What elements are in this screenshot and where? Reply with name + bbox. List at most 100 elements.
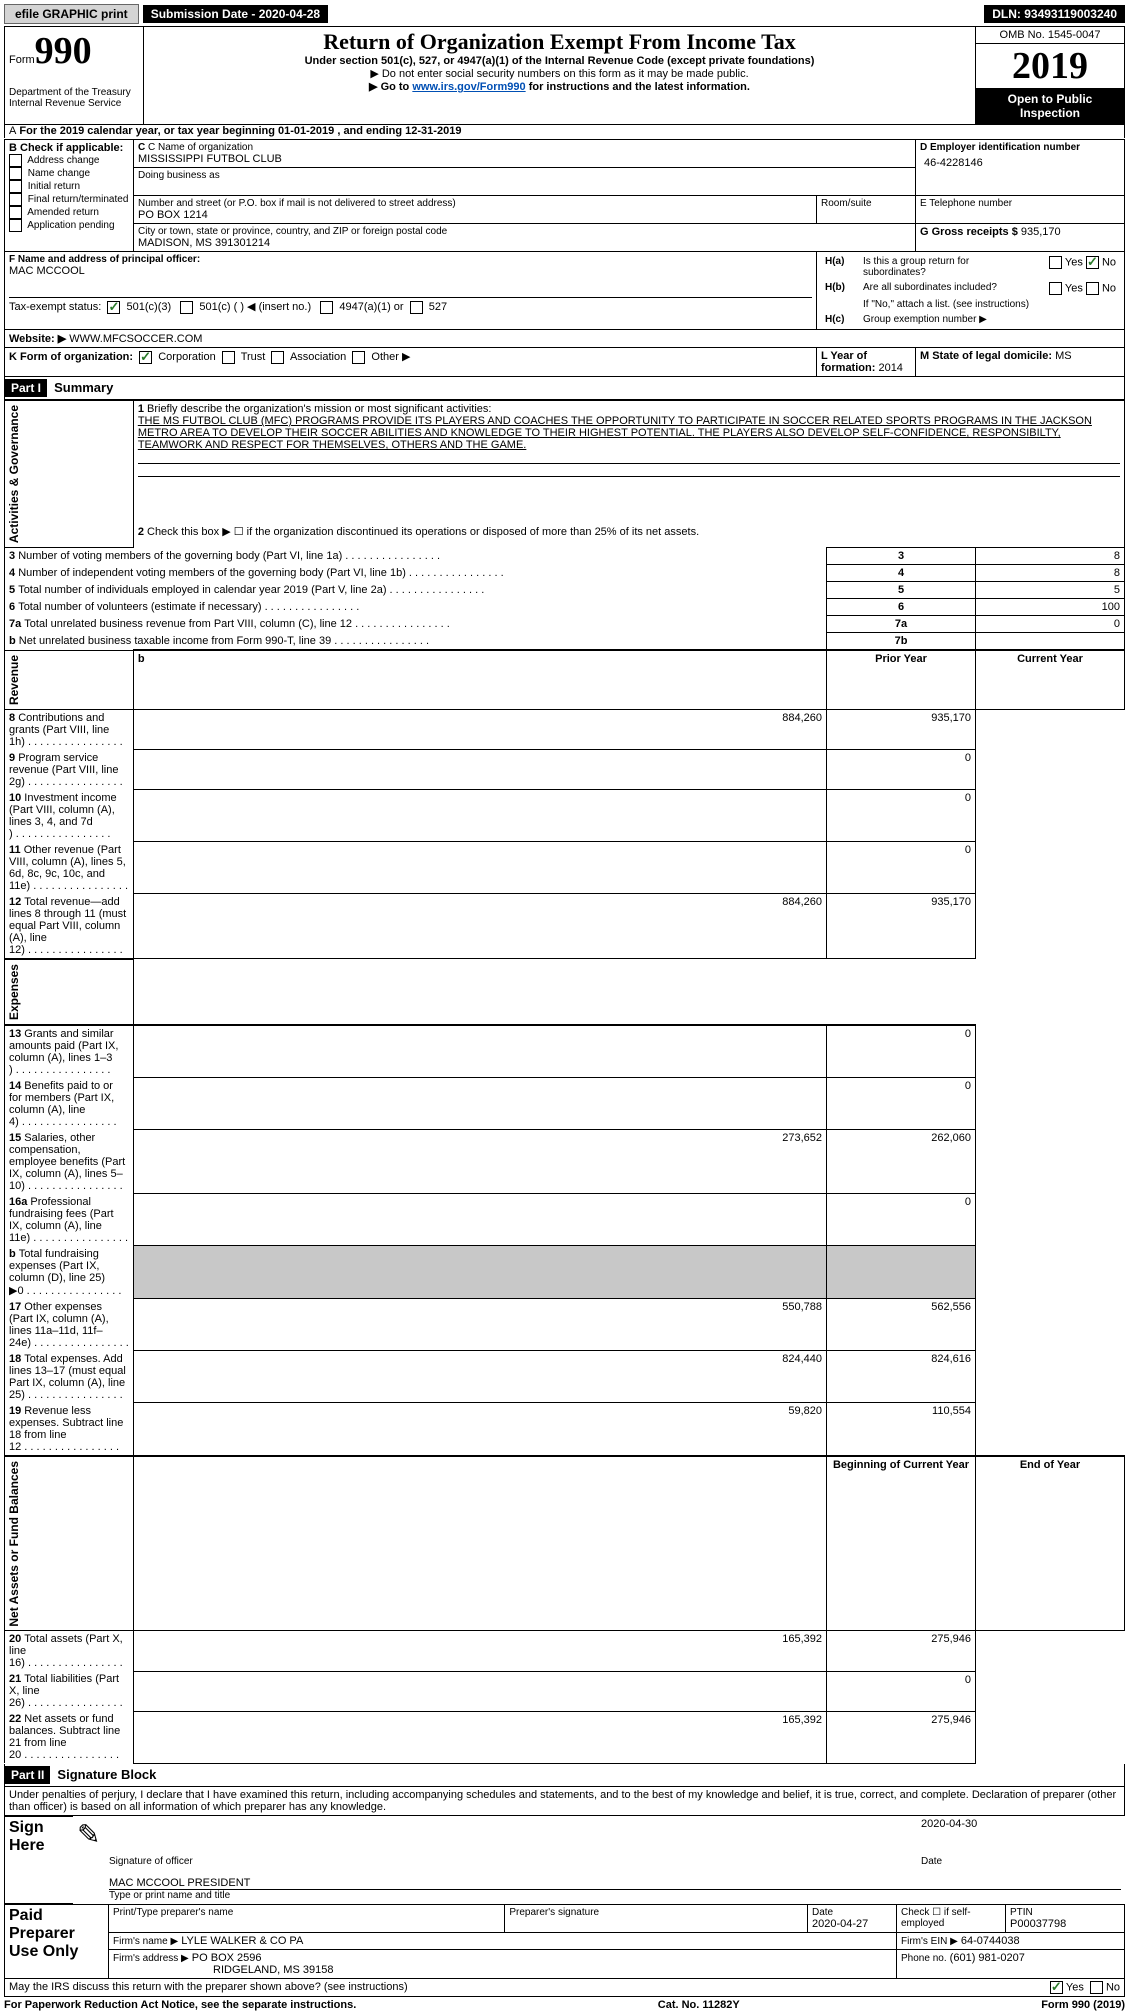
ein-value: 46-4228146	[920, 153, 1120, 173]
boxB-title: B Check if applicable:	[9, 142, 129, 154]
form-number: 990	[35, 30, 92, 72]
form-header-table: Form990 Department of the Treasury Inter…	[4, 26, 1125, 125]
ag-row: 7a Total unrelated business revenue from…	[5, 616, 1125, 633]
data-row: 18 Total expenses. Add lines 13–17 (must…	[5, 1351, 1125, 1403]
dln-label: DLN: 93493119003240	[984, 5, 1125, 23]
boxK-label: K Form of organization:	[9, 351, 133, 363]
firm-name-label: Firm's name ▶	[113, 1936, 178, 1947]
ag-row: 6 Total number of volunteers (estimate i…	[5, 599, 1125, 616]
declaration-text: Under penalties of perjury, I declare th…	[4, 1787, 1125, 1816]
ptin-label: PTIN	[1010, 1907, 1120, 1918]
name-title-label: Type or print name and title	[109, 1890, 1121, 1901]
data-row: 20 Total assets (Part X, line 16)165,392…	[5, 1631, 1125, 1672]
data-row: 12 Total revenue—add lines 8 through 11 …	[5, 894, 1125, 959]
q1-label: Briefly describe the organization's miss…	[147, 403, 491, 415]
city-value: MADISON, MS 391301214	[138, 237, 911, 249]
boxJ-label: Website: ▶	[9, 333, 66, 345]
check-501c[interactable]	[180, 301, 193, 314]
boxB-option: Application pending	[9, 219, 129, 232]
check-corp[interactable]	[139, 351, 152, 364]
check-501c3[interactable]	[107, 301, 120, 314]
ag-row: 3 Number of voting members of the govern…	[5, 548, 1125, 565]
check-trust[interactable]	[222, 351, 235, 364]
data-row: 22 Net assets or fund balances. Subtract…	[5, 1711, 1125, 1763]
data-row: 11 Other revenue (Part VIII, column (A),…	[5, 842, 1125, 894]
ha-text: Is this a group return for subordinates?	[859, 254, 1022, 280]
top-bar: efile GRAPHIC print Submission Date - 20…	[4, 4, 1125, 24]
data-row: 9 Program service revenue (Part VIII, li…	[5, 750, 1125, 790]
street-value: PO BOX 1214	[138, 209, 812, 221]
discuss-no[interactable]	[1090, 1981, 1103, 1994]
col-prior: Prior Year	[827, 650, 976, 709]
tax-year: 2019	[976, 44, 1124, 88]
summary-table: Activities & Governance 1 Briefly descri…	[4, 400, 1125, 1764]
boxB-check[interactable]	[9, 167, 22, 180]
boxB-check[interactable]	[9, 193, 22, 206]
footer: For Paperwork Reduction Act Notice, see …	[4, 1999, 1125, 2011]
footer-cat: Cat. No. 11282Y	[658, 1999, 740, 2011]
hb-note: If "No," attach a list. (see instruction…	[859, 297, 1120, 312]
col-begin: Beginning of Current Year	[827, 1456, 976, 1631]
officer-name: MAC MCCOOL	[9, 265, 812, 277]
boxG-label: G Gross receipts $	[920, 226, 1018, 238]
opt-501c3: 501(c)(3)	[127, 301, 172, 313]
check-self-employed: Check ☐ if self-employed	[897, 1904, 1006, 1932]
check-527[interactable]	[410, 301, 423, 314]
data-row: b Total fundraising expenses (Part IX, c…	[5, 1246, 1125, 1299]
opt-trust: Trust	[241, 351, 266, 363]
year-formation: 2014	[878, 362, 902, 374]
check-other[interactable]	[352, 351, 365, 364]
ha-yes[interactable]	[1049, 256, 1062, 269]
opt-527: 527	[429, 301, 447, 313]
partII-title: Signature Block	[57, 1767, 156, 1782]
boxE-label: E Telephone number	[920, 198, 1120, 209]
check-assoc[interactable]	[271, 351, 284, 364]
form-title: Return of Organization Exempt From Incom…	[148, 29, 971, 55]
submission-date: Submission Date - 2020-04-28	[143, 5, 328, 23]
check-4947[interactable]	[320, 301, 333, 314]
tab-exp: Expenses	[5, 960, 23, 1024]
footer-paperwork: For Paperwork Reduction Act Notice, see …	[4, 1999, 356, 2011]
firm-addr2: RIDGELAND, MS 39158	[213, 1964, 333, 1976]
partII-header: Part II	[5, 1766, 50, 1784]
phone-value: (601) 981-0207	[950, 1952, 1025, 1964]
irs-link[interactable]: www.irs.gov/Form990	[412, 81, 525, 93]
data-row: 15 Salaries, other compensation, employe…	[5, 1130, 1125, 1194]
ptin-value: P00037798	[1010, 1918, 1120, 1930]
room-label: Room/suite	[821, 198, 911, 209]
firm-addr-label: Firm's address ▶	[113, 1953, 189, 1964]
boxB-option: Final return/terminated	[9, 193, 129, 206]
sig-officer-label: Signature of officer	[109, 1856, 921, 1867]
boxC-name-label: C C Name of organization	[138, 142, 911, 153]
street-label: Number and street (or P.O. box if mail i…	[138, 198, 812, 209]
prep-date-value: 2020-04-27	[812, 1918, 892, 1930]
boxL-label: L Year of formation:	[821, 350, 875, 374]
sign-here-label: Sign Here	[5, 1816, 74, 1903]
note-goto-post: for instructions and the latest informat…	[526, 81, 750, 93]
boxB-check[interactable]	[9, 219, 22, 232]
tab-rev: Revenue	[5, 651, 23, 709]
data-row: 21 Total liabilities (Part X, line 26)0	[5, 1671, 1125, 1711]
hb-yes[interactable]	[1049, 282, 1062, 295]
boxB-check[interactable]	[9, 180, 22, 193]
boxB-option: Amended return	[9, 206, 129, 219]
ha-no[interactable]	[1086, 256, 1099, 269]
ag-row: b Net unrelated business taxable income …	[5, 633, 1125, 651]
data-row: 16a Professional fundraising fees (Part …	[5, 1194, 1125, 1246]
boxB-check[interactable]	[9, 206, 22, 219]
data-row: 17 Other expenses (Part IX, column (A), …	[5, 1299, 1125, 1351]
partI-header: Part I	[5, 379, 47, 397]
efile-button[interactable]: efile GRAPHIC print	[4, 4, 139, 24]
omb-number: OMB No. 1545-0047	[976, 27, 1125, 44]
hb-no[interactable]	[1086, 282, 1099, 295]
data-row: 10 Investment income (Part VIII, column …	[5, 790, 1125, 842]
boxB-option: Initial return	[9, 180, 129, 193]
footer-form: Form 990 (2019)	[1041, 1999, 1125, 2011]
q1-text: THE MS FUTBOL CLUB (MFC) PROGRAMS PROVID…	[138, 415, 1092, 451]
discuss-yes[interactable]	[1050, 1981, 1063, 1994]
officer-name-title: MAC MCCOOL PRESIDENT	[109, 1877, 1121, 1890]
boxF-label: F Name and address of principal officer:	[9, 254, 812, 265]
boxB-check[interactable]	[9, 154, 22, 167]
col-current: Current Year	[976, 650, 1125, 709]
dept-treasury: Department of the Treasury	[9, 87, 139, 98]
